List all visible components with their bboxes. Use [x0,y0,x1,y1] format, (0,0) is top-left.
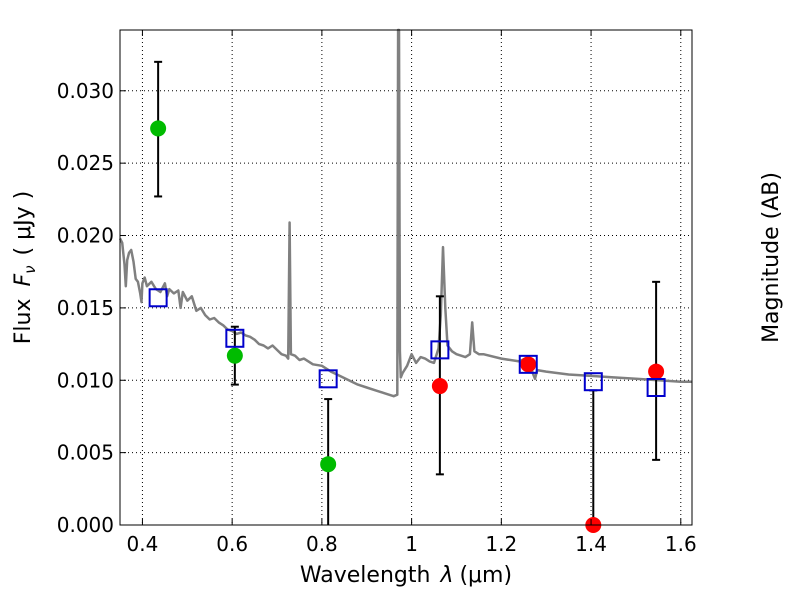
data-point-circle [520,356,537,373]
model-point-square [225,328,245,348]
error-bars [154,60,661,525]
model-point-square [583,372,603,392]
x-tick-label: 1.2 [485,532,517,556]
x-tick-label: 0.4 [127,532,159,556]
y-tick-label: 0.005 [57,441,114,465]
x-tick-label: 0.8 [306,532,338,556]
x-tick-label: 1 [405,532,418,556]
data-point-circle [226,347,243,364]
x-tick-labels: 0.4 0.6 0.8 1 1.2 1.4 1.6 [127,532,697,556]
sed-polyline [118,28,692,398]
x-axis-label: Wavelength λ (μm) [300,563,512,588]
y-tick-label: 0.020 [57,224,114,248]
data-point-circle [648,363,665,380]
y-tick-label: 0.030 [57,79,114,103]
plot-frame [119,29,693,526]
data-point-circle [150,120,167,137]
model-point-square [318,369,338,389]
x-tick-label: 0.6 [216,532,248,556]
y-tick-label: 0.025 [57,151,114,175]
y-tick-label: 0.010 [57,368,114,392]
sed-model-line [118,28,692,398]
x-tick-label: 1.6 [665,532,697,556]
axis-ticks [120,30,682,526]
y2-axis-label: Magnitude (AB) [759,172,784,343]
y-axis-label: FluxFν( μJy ) [11,191,39,344]
model-point-square [646,378,666,397]
data-point-circle [431,378,448,395]
y-tick-label: 0.000 [57,513,114,537]
y-tick-labels: 0.000 0.005 0.010 0.015 0.020 0.025 0.030 [57,79,114,537]
x-tick-label: 1.4 [575,532,607,556]
model-point-square [430,340,450,360]
data-point-circle [320,456,337,473]
data-markers [148,120,666,533]
y-tick-label: 0.015 [57,296,114,320]
model-point-square [148,288,168,308]
grid-lines [120,30,692,525]
model-point-square [518,354,538,374]
